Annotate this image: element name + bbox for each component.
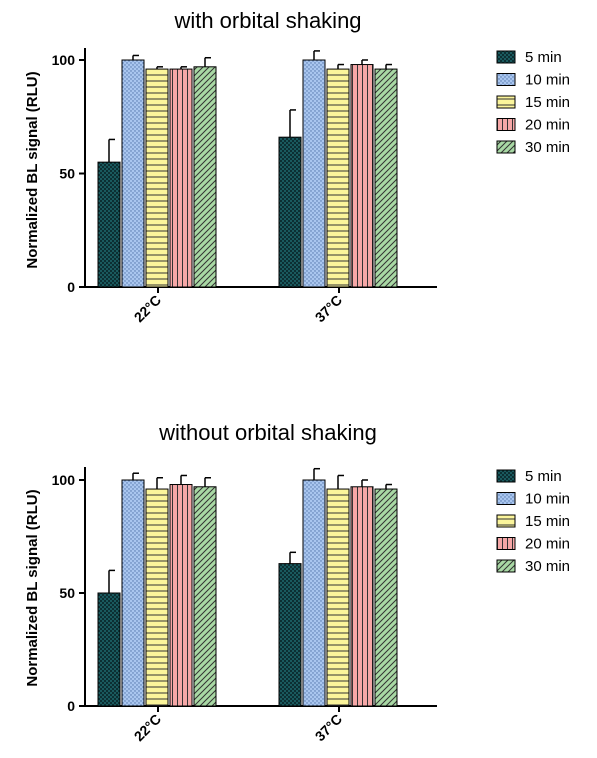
bar: [121, 59, 145, 288]
bar: [121, 479, 145, 707]
x-tick-label: 37°C: [312, 292, 345, 325]
y-tick-label: 50: [59, 166, 75, 182]
bar: [326, 488, 350, 707]
bar: [145, 488, 169, 707]
y-tick-label: 0: [67, 698, 75, 714]
legend-swatch: [496, 514, 516, 528]
x-tick-label: 22°C: [131, 292, 164, 325]
legend: 5 min 10 min 15 min 20 min 30 min: [496, 49, 570, 156]
chart-title: with orbital shaking: [173, 8, 361, 33]
bar: [169, 68, 193, 288]
chart-panel-without-shaking: without orbital shaking Normalized BL si…: [24, 420, 570, 744]
x-tick-label: 22°C: [131, 711, 164, 744]
legend-label: 10 min: [525, 72, 570, 89]
legend-label: 15 min: [525, 513, 570, 530]
y-tick-label: 0: [67, 279, 75, 295]
y-tick-label: 100: [52, 52, 76, 68]
y-axis-label: Normalized BL signal (RLU): [24, 489, 41, 686]
chart-title: without orbital shaking: [158, 420, 377, 445]
legend-swatch: [496, 73, 516, 86]
category-labels: 22°C 37°C: [131, 287, 345, 325]
bar: [374, 68, 398, 288]
bar: [97, 161, 121, 288]
y-tick-label: 50: [59, 585, 75, 601]
legend-label: 5 min: [525, 468, 562, 485]
bar: [350, 64, 374, 288]
bar: [169, 484, 193, 707]
bar: [302, 479, 326, 707]
legend-label: 10 min: [525, 491, 570, 508]
bar: [193, 66, 217, 288]
bar: [278, 136, 302, 288]
bar: [350, 486, 374, 707]
legend-swatch: [496, 50, 516, 64]
legend-swatch: [496, 559, 516, 573]
legend-label: 30 min: [525, 139, 570, 156]
bar: [302, 59, 326, 288]
legend-label: 20 min: [525, 117, 570, 134]
legend-swatch: [496, 537, 516, 550]
legend: 5 min 10 min 15 min 20 min 30 min: [496, 468, 570, 575]
bar: [193, 486, 217, 707]
bars: [97, 467, 398, 707]
legend-swatch: [496, 118, 516, 131]
legend-label: 30 min: [525, 558, 570, 575]
category-labels: 22°C 37°C: [131, 706, 345, 744]
chart-panel-with-shaking: with orbital shaking Normalized BL signa…: [24, 8, 570, 325]
bar: [97, 592, 121, 707]
y-ticks: 0 50 100: [52, 472, 85, 714]
legend-label: 20 min: [525, 536, 570, 553]
legend-label: 5 min: [525, 49, 562, 66]
bar: [278, 563, 302, 707]
legend-label: 15 min: [525, 94, 570, 111]
bars: [97, 50, 398, 288]
legend-swatch: [496, 469, 516, 483]
y-axis-label: Normalized BL signal (RLU): [24, 71, 41, 268]
x-tick-label: 37°C: [312, 711, 345, 744]
bar: [326, 68, 350, 288]
y-ticks: 0 50 100: [52, 52, 85, 295]
bar: [145, 68, 169, 288]
legend-swatch: [496, 492, 516, 505]
bar: [374, 488, 398, 707]
legend-swatch: [496, 140, 516, 154]
y-tick-label: 100: [52, 472, 76, 488]
legend-swatch: [496, 95, 516, 109]
